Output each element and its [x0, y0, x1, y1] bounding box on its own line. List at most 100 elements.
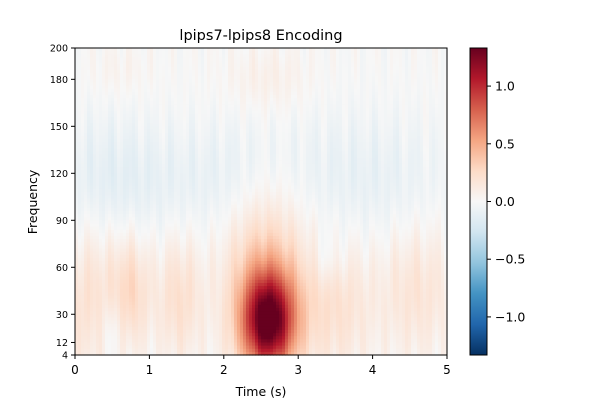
heatmap-cell: [129, 264, 133, 268]
heatmap-cell: [159, 279, 163, 284]
heatmap-cell: [96, 320, 100, 325]
heatmap-cell: [87, 132, 91, 137]
heatmap-cell: [108, 104, 112, 109]
heatmap-cell: [126, 76, 130, 80]
heatmap-cell: [105, 116, 109, 121]
heatmap-cell: [87, 91, 91, 96]
heatmap-cell: [102, 48, 106, 52]
heatmap-cell: [126, 141, 130, 146]
heatmap-cell: [138, 185, 142, 190]
heatmap-cell: [129, 279, 133, 284]
heatmap-cell: [153, 185, 157, 190]
heatmap-cell: [90, 261, 94, 265]
heatmap-cell: [81, 160, 85, 165]
heatmap-cell: [108, 348, 112, 353]
heatmap-cell: [156, 323, 160, 328]
heatmap-cell: [78, 251, 82, 256]
heatmap-cell: [138, 298, 142, 303]
heatmap-cell: [132, 94, 136, 99]
heatmap-cell: [162, 295, 166, 300]
heatmap-cell: [159, 63, 163, 68]
heatmap-cell: [147, 167, 151, 171]
heatmap-cell: [135, 264, 139, 268]
heatmap-cell: [81, 279, 85, 284]
heatmap-cell: [135, 82, 139, 87]
heatmap-cell: [99, 195, 103, 199]
heatmap-cell: [84, 245, 88, 250]
heatmap-cell: [141, 54, 145, 58]
heatmap-cell: [144, 235, 148, 240]
heatmap-cell: [135, 226, 139, 231]
heatmap-cell: [162, 333, 166, 337]
heatmap-cell: [117, 154, 121, 159]
heatmap-cell: [84, 214, 88, 218]
heatmap-cell: [123, 336, 127, 340]
heatmap-cell: [120, 107, 124, 112]
heatmap-cell: [135, 207, 139, 212]
heatmap-cell: [138, 239, 142, 243]
heatmap-cell: [78, 107, 82, 112]
heatmap-cell: [93, 126, 97, 131]
heatmap-cell: [114, 254, 118, 259]
heatmap-cell: [126, 60, 130, 65]
heatmap-cell: [87, 239, 91, 243]
heatmap-cell: [90, 286, 94, 290]
heatmap-cell: [117, 204, 121, 209]
heatmap-cell: [75, 51, 79, 55]
heatmap-cell: [93, 69, 97, 74]
heatmap-cell: [159, 301, 163, 306]
heatmap-cell: [126, 101, 130, 105]
heatmap-cell: [105, 173, 109, 178]
heatmap-cell: [93, 132, 97, 137]
heatmap-cell: [114, 129, 118, 134]
heatmap-cell: [123, 201, 127, 206]
heatmap-cell: [126, 217, 130, 221]
heatmap-cell: [75, 48, 79, 52]
heatmap-cell: [150, 342, 154, 347]
heatmap-cell: [117, 210, 121, 215]
heatmap-cell: [75, 185, 79, 190]
heatmap-cell: [144, 261, 148, 265]
heatmap-cell: [75, 270, 79, 275]
heatmap-cell: [135, 163, 139, 168]
heatmap-cell: [93, 51, 97, 55]
heatmap-cell: [90, 273, 94, 278]
heatmap-cell: [132, 129, 136, 134]
heatmap-cell: [90, 104, 94, 109]
heatmap-cell: [138, 160, 142, 165]
heatmap-cell: [135, 188, 139, 193]
heatmap-cell: [78, 261, 82, 265]
heatmap-cell: [105, 217, 109, 221]
heatmap-cell: [132, 195, 136, 199]
heatmap-cell: [105, 226, 109, 231]
heatmap-cell: [75, 235, 79, 240]
heatmap-cell: [117, 57, 121, 62]
heatmap-cell: [108, 98, 112, 102]
heatmap-cell: [102, 94, 106, 99]
heatmap-cell: [87, 135, 91, 140]
heatmap-cell: [120, 170, 124, 174]
heatmap-cell: [108, 110, 112, 115]
heatmap-cell: [135, 351, 139, 356]
heatmap-cell: [162, 210, 166, 215]
heatmap-cell: [135, 270, 139, 275]
heatmap-cell: [105, 232, 109, 237]
heatmap-cell: [165, 57, 169, 62]
heatmap-cell: [138, 339, 142, 344]
heatmap-cell: [165, 141, 169, 146]
heatmap-cell: [90, 126, 94, 131]
heatmap-cell: [102, 286, 106, 290]
heatmap-cell: [150, 304, 154, 309]
heatmap-cell: [96, 261, 100, 265]
heatmap-cell: [75, 242, 79, 246]
heatmap-cell: [153, 320, 157, 325]
heatmap-cell: [93, 141, 97, 146]
heatmap-cell: [84, 63, 88, 68]
heatmap-cell: [162, 286, 166, 290]
heatmap-cell: [138, 154, 142, 159]
heatmap-cell: [126, 229, 130, 234]
heatmap-cell: [153, 248, 157, 253]
heatmap-cell: [138, 138, 142, 143]
heatmap-cell: [81, 107, 85, 112]
heatmap-cell: [135, 229, 139, 234]
